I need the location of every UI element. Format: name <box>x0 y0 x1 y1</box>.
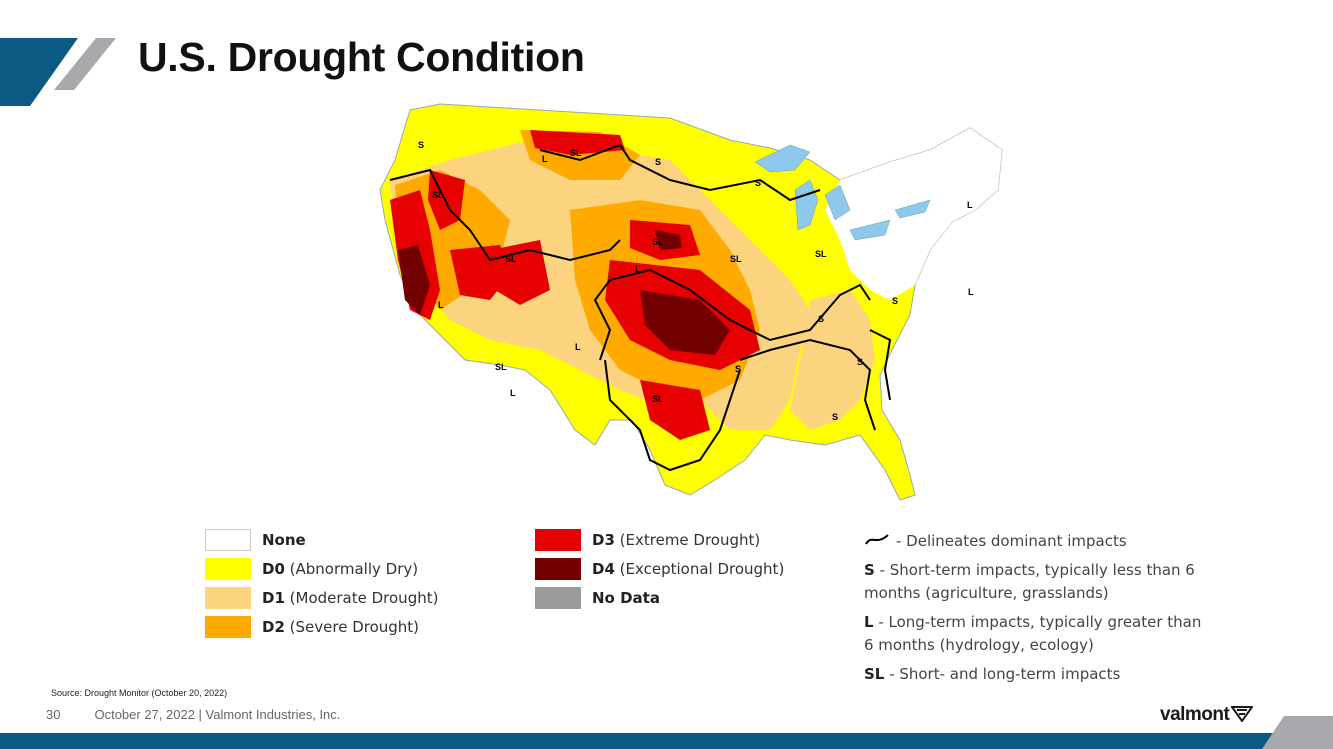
legend-swatch <box>205 558 251 580</box>
page-title: U.S. Drought Condition <box>138 34 585 80</box>
map-label: SL <box>495 362 507 372</box>
map-impact-line-north <box>539 143 821 202</box>
map-label: S <box>818 314 824 324</box>
header-slash-decoration <box>0 38 116 106</box>
valmont-logo: valmont <box>1160 704 1255 726</box>
map-label: SL <box>815 249 827 259</box>
map-label: L <box>967 200 973 210</box>
map-d1-southeast <box>790 290 875 430</box>
impact-line-icon <box>865 534 889 545</box>
map-d3-montana <box>530 130 625 155</box>
impact-short-and-long-term: SL - Short- and long-term impacts <box>864 665 1121 683</box>
map-d3-texas <box>640 380 710 440</box>
footer: 30 October 27, 2022 | Valmont Industries,… <box>46 707 340 722</box>
map-label: S <box>857 357 863 367</box>
map-label: S <box>735 364 741 374</box>
legend-swatch <box>535 529 581 551</box>
map-label: SL <box>432 190 444 200</box>
legend-swatch <box>535 558 581 580</box>
impacts-legend: - Delineates dominant impacts S - Short-… <box>864 530 1204 692</box>
map-label: L <box>575 342 581 352</box>
map-label: L <box>968 287 974 297</box>
map-impact-line-east <box>869 329 892 401</box>
impact-delineates: - Delineates dominant impacts <box>864 530 1204 553</box>
map-d4-plains <box>640 290 730 355</box>
map-label: SL <box>505 254 517 264</box>
map-label: S <box>418 140 424 150</box>
map-label: L <box>542 154 548 164</box>
footer-slash-decoration <box>1262 716 1333 749</box>
map-d4-nebraska <box>655 230 682 250</box>
map-label: S <box>892 296 898 306</box>
impact-short-term: S - Short-term impacts, typically less t… <box>864 561 1195 602</box>
map-impact-line-plains <box>593 268 871 361</box>
map-label: S <box>832 412 838 422</box>
map-label: S <box>655 157 661 167</box>
us-drought-map: S SL L SL S L SL SL S SL SL L L L S S S … <box>379 103 1003 501</box>
map-label: SL <box>652 394 664 404</box>
map-label: L <box>438 300 444 310</box>
map-d4-california <box>398 245 430 315</box>
source-note: Source: Drought Monitor (October 20, 202… <box>51 688 228 698</box>
page-number: 30 <box>46 707 61 722</box>
map-label: L <box>510 388 516 398</box>
map-great-lakes <box>754 144 931 241</box>
footer-accent-bar <box>0 733 1333 749</box>
map-label: SL <box>652 237 664 247</box>
valmont-logo-mark-icon <box>1230 706 1255 723</box>
legend-swatch <box>205 616 251 638</box>
legend-swatch <box>205 587 251 609</box>
map-impact-line-texas <box>604 359 741 472</box>
map-label: L <box>635 264 641 274</box>
footer-text: October 27, 2022 | Valmont Industries, I… <box>94 707 341 722</box>
map-impact-line-west <box>389 168 621 262</box>
legend-swatch <box>535 587 581 609</box>
map-label: S <box>755 178 761 188</box>
map-impact-line-southeast <box>739 338 876 431</box>
map-label: SL <box>730 254 742 264</box>
map-label: SL <box>570 148 582 158</box>
impact-long-term: L - Long-term impacts, typically greater… <box>864 613 1202 654</box>
legend-swatch <box>205 529 251 551</box>
